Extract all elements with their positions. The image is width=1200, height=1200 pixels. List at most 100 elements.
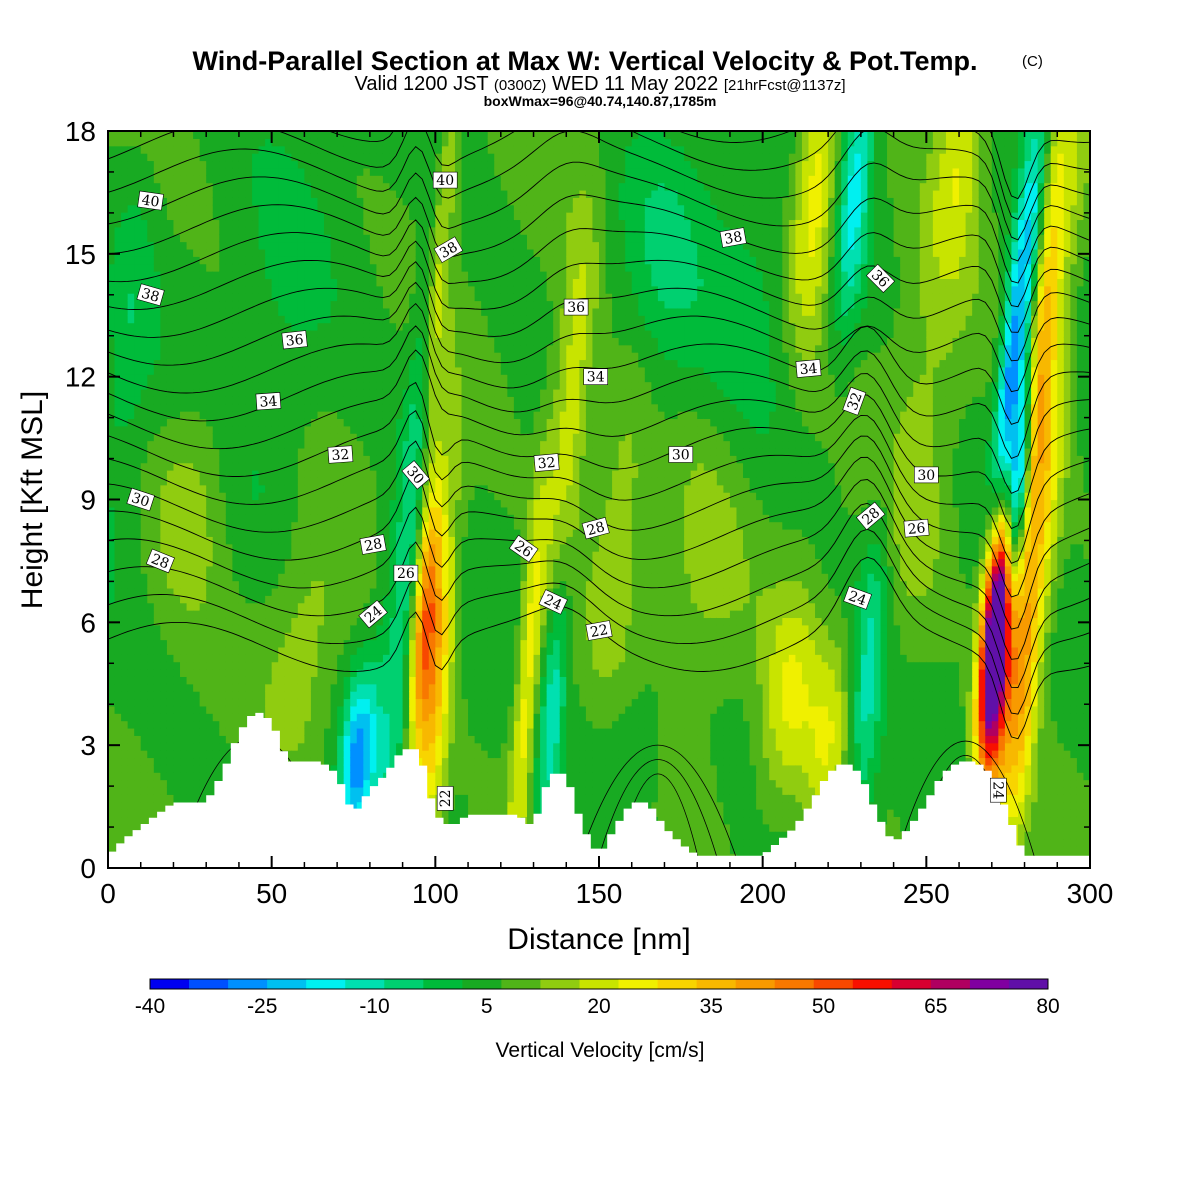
- velocity-cell: [396, 418, 404, 427]
- velocity-cell: [173, 470, 181, 478]
- velocity-cell: [422, 543, 430, 552]
- velocity-cell: [186, 219, 194, 228]
- velocity-cell: [114, 381, 122, 390]
- velocity-cell: [166, 580, 175, 589]
- velocity-cell: [173, 484, 181, 493]
- velocity-cell: [186, 226, 194, 235]
- velocity-cell: [206, 145, 214, 154]
- velocity-cell: [245, 610, 253, 619]
- velocity-cell: [356, 381, 364, 390]
- velocity-cell: [337, 506, 345, 515]
- velocity-cell: [428, 750, 436, 759]
- velocity-cell: [389, 374, 397, 383]
- velocity-cell: [245, 455, 253, 464]
- velocity-cell: [114, 646, 122, 655]
- velocity-cell: [180, 175, 188, 184]
- velocity-cell: [186, 145, 194, 154]
- velocity-cell: [114, 315, 122, 324]
- velocity-cell: [337, 271, 345, 279]
- velocity-cell: [304, 698, 312, 707]
- velocity-cell: [402, 315, 410, 324]
- velocity-cell: [225, 322, 233, 331]
- velocity-cell: [245, 580, 253, 589]
- velocity-cell: [310, 153, 319, 162]
- velocity-cell: [238, 587, 247, 596]
- velocity-cell: [330, 153, 338, 162]
- velocity-cell: [186, 543, 194, 552]
- velocity-cell: [186, 735, 194, 744]
- velocity-cell: [389, 727, 397, 736]
- velocity-cell: [121, 145, 129, 154]
- velocity-cell: [199, 536, 207, 545]
- velocity-cell: [147, 425, 155, 434]
- velocity-cell: [199, 138, 207, 147]
- velocity-cell: [376, 352, 384, 361]
- velocity-cell: [350, 713, 358, 722]
- velocity-cell: [382, 403, 391, 412]
- velocity-cell: [121, 204, 129, 213]
- velocity-cell: [363, 396, 371, 405]
- velocity-cell: [310, 388, 319, 397]
- velocity-cell: [258, 271, 266, 279]
- velocity-cell: [108, 470, 116, 478]
- velocity-cell: [330, 514, 338, 523]
- velocity-cell: [160, 786, 168, 795]
- velocity-cell: [409, 293, 417, 302]
- velocity-cell: [193, 477, 201, 486]
- velocity-cell: [153, 425, 161, 434]
- velocity-cell: [389, 219, 397, 228]
- velocity-cell: [127, 669, 135, 677]
- velocity-cell: [317, 160, 325, 169]
- velocity-cell: [324, 757, 332, 766]
- velocity-cell: [232, 492, 240, 501]
- velocity-cell: [166, 484, 175, 493]
- velocity-cell: [337, 248, 345, 257]
- velocity-cell: [382, 727, 391, 736]
- velocity-cell: [252, 226, 260, 235]
- velocity-cell: [317, 263, 325, 272]
- velocity-cell: [219, 256, 227, 265]
- velocity-cell: [173, 433, 181, 442]
- velocity-cell: [245, 271, 253, 279]
- velocity-cell: [324, 175, 332, 184]
- velocity-cell: [186, 293, 194, 302]
- velocity-cell: [284, 212, 292, 221]
- velocity-cell: [310, 293, 319, 302]
- velocity-cell: [396, 197, 404, 206]
- velocity-cell: [153, 374, 161, 383]
- velocity-cell: [114, 278, 122, 287]
- velocity-cell: [134, 514, 142, 523]
- velocity-cell: [140, 639, 148, 648]
- velocity-cell: [278, 477, 286, 486]
- velocity-cell: [140, 558, 148, 567]
- velocity-cell: [265, 248, 273, 257]
- velocity-cell: [160, 366, 168, 375]
- velocity-cell: [245, 204, 253, 213]
- velocity-cell: [258, 639, 266, 648]
- velocity-cell: [369, 676, 378, 685]
- velocity-cell: [245, 226, 253, 235]
- velocity-cell: [291, 381, 299, 390]
- velocity-cell: [225, 315, 233, 324]
- velocity-cell: [310, 138, 319, 147]
- velocity-cell: [258, 492, 266, 501]
- velocity-cell: [225, 271, 233, 279]
- velocity-cell: [304, 219, 312, 228]
- velocity-cell: [415, 565, 423, 574]
- velocity-cell: [278, 639, 286, 648]
- velocity-cell: [343, 271, 351, 279]
- velocity-cell: [127, 565, 135, 574]
- velocity-cell: [114, 551, 122, 560]
- velocity-cell: [121, 705, 129, 714]
- velocity-cell: [180, 558, 188, 567]
- velocity-cell: [206, 447, 214, 456]
- velocity-cell: [284, 506, 292, 515]
- velocity-cell: [206, 403, 214, 412]
- velocity-cell: [193, 138, 201, 147]
- velocity-cell: [337, 388, 345, 397]
- velocity-cell: [291, 595, 299, 604]
- velocity-cell: [147, 624, 155, 633]
- velocity-cell: [337, 632, 345, 641]
- velocity-cell: [219, 661, 227, 670]
- velocity-cell: [310, 182, 319, 191]
